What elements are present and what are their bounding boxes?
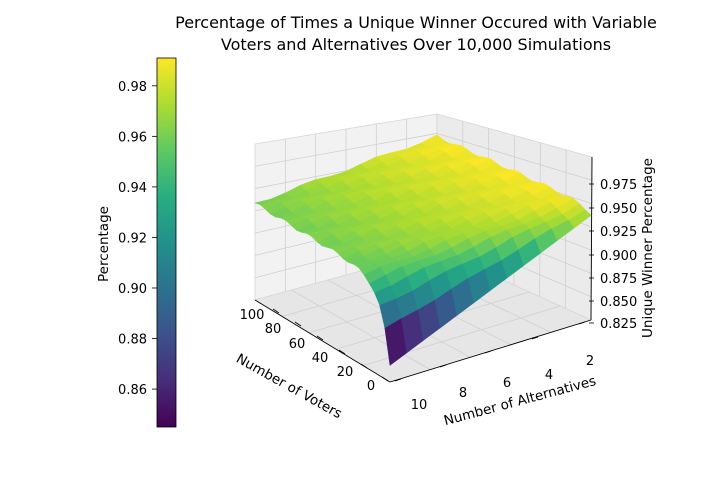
x-tick-label: 80	[265, 322, 282, 337]
y-tick-mark	[578, 321, 586, 325]
x-tick-mark	[381, 376, 389, 382]
colorbar-tick-label: 0.92	[118, 231, 147, 246]
gridline	[436, 133, 592, 181]
y-tick-label: 6	[503, 376, 511, 391]
y-tick-label: 4	[545, 368, 553, 383]
x-tick-mark	[294, 321, 302, 327]
colorbar-tick-label: 0.96	[118, 130, 147, 145]
x-tick-mark	[360, 363, 368, 369]
x-axis-line	[254, 299, 391, 383]
z-ticks: 0.825 0.850 0.875 0.900 0.925 0.950 0.97…	[589, 178, 637, 332]
z-tick-label: 0.925	[600, 225, 637, 240]
colorbar-ticks: 0.98 0.96 0.94 0.92 0.90 0.88 0.86	[118, 80, 157, 398]
surface-facet	[421, 134, 444, 147]
x-tick-label: 40	[312, 351, 329, 366]
y-tick-mark	[439, 364, 447, 368]
colorbar	[156, 57, 177, 428]
colorbar-tick-label: 0.90	[118, 282, 147, 297]
chart-title-line-1: Percentage of Times a Unique Winner Occu…	[175, 13, 657, 32]
x-ticks: 100 80 60 40 20 0	[240, 308, 389, 394]
x-tick-mark	[316, 335, 324, 341]
colorbar-tick-label: 0.86	[118, 383, 147, 398]
colorbar-label: Percentage	[96, 206, 112, 282]
gridline	[291, 289, 431, 370]
x-tick-label: 60	[289, 337, 306, 352]
chart-title-line-2: Voters and Alternatives Over 10,000 Simu…	[221, 35, 611, 54]
z-axis-label: Unique Winner Percentage	[640, 158, 656, 338]
y-ticks: 2 4 6 8 10	[394, 321, 594, 413]
z-tick-label: 0.950	[600, 202, 637, 217]
colorbar-tick-label: 0.94	[118, 181, 147, 196]
y-axis-label: Number of Alternatives	[442, 373, 598, 429]
y-tick-mark	[394, 378, 402, 382]
z-tick-label: 0.900	[600, 249, 637, 264]
x-tick-label: 100	[240, 308, 265, 323]
y-tick-mark	[484, 350, 492, 354]
z-tick-label: 0.825	[600, 317, 637, 332]
y-tick-mark	[531, 336, 539, 340]
x-tick-label: 20	[337, 365, 354, 380]
z-tick-label: 0.850	[600, 295, 637, 310]
z-tick-label: 0.875	[600, 272, 637, 287]
y-tick-label: 2	[586, 354, 594, 369]
y-tick-label: 10	[411, 398, 428, 413]
colorbar-tick-label: 0.98	[118, 80, 147, 95]
y-tick-label: 8	[459, 386, 467, 401]
x-tick-label: 0	[367, 379, 375, 394]
x-tick-mark	[272, 308, 280, 314]
x-tick-mark	[338, 349, 346, 355]
surface-plot	[253, 134, 592, 366]
colorbar-tick-label: 0.88	[118, 333, 147, 348]
z-tick-label: 0.975	[600, 178, 637, 193]
gridline	[254, 133, 438, 167]
